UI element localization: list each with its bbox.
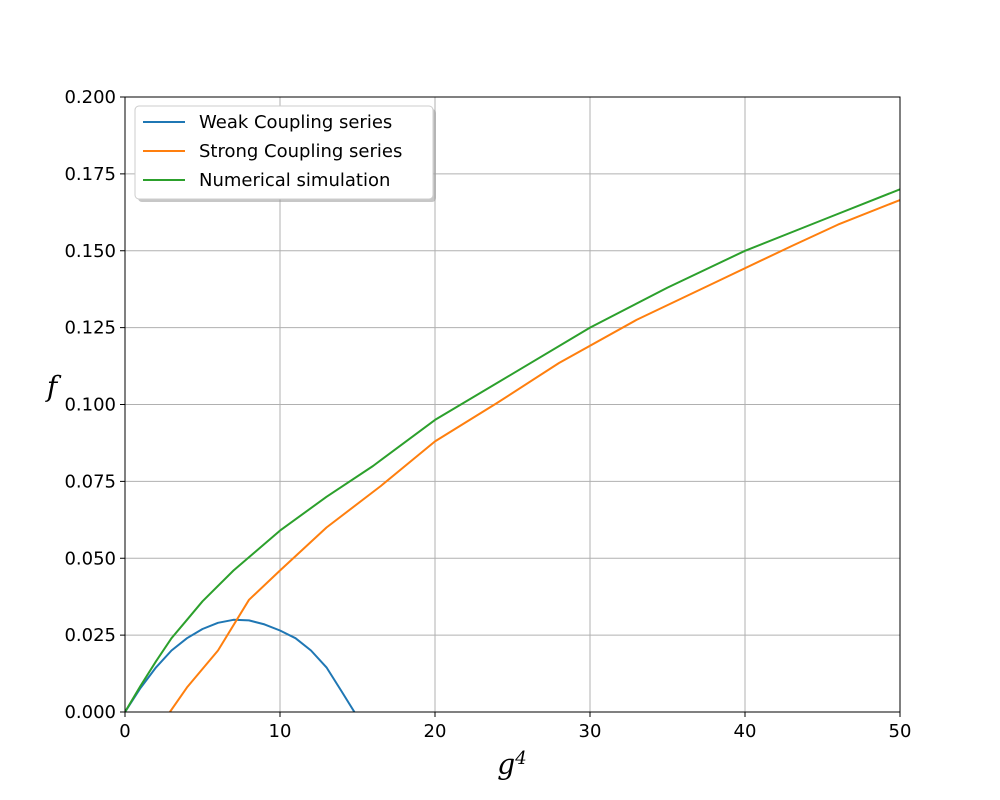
y-axis-ticks: 0.000 0.025 0.050 0.075 0.100 0.125 0.150 0.175… (64, 87, 125, 723)
plot-series (125, 188, 900, 712)
x-tick-label: 50 (889, 721, 912, 742)
y-tick-label: 0.050 (64, 548, 116, 569)
x-tick-label: 0 (119, 721, 130, 742)
legend-label-weak-coupling-series: Weak Coupling series (199, 112, 392, 133)
y-tick-label: 0.150 (64, 241, 116, 262)
legend-items: Weak Coupling series Strong Coupling seri… (143, 112, 402, 191)
x-axis-label: g4 (497, 748, 526, 782)
x-tick-label: 30 (579, 721, 602, 742)
x-axis-ticks: 0 10 20 30 40 50 (119, 712, 911, 742)
y-tick-label: 0.000 (64, 702, 116, 723)
x-tick-label: 40 (734, 721, 757, 742)
x-axis-label-superscript: 4 (514, 748, 526, 769)
legend-label-numerical-simulation: Numerical simulation (199, 170, 390, 191)
x-tick-label: 10 (269, 721, 292, 742)
legend: Weak Coupling series Strong Coupling seri… (134, 105, 436, 202)
y-tick-label: 0.175 (64, 164, 116, 185)
x-axis-label-base: g (497, 748, 515, 781)
series-line-weak-coupling-series (125, 618, 356, 712)
series-line-numerical-simulation (125, 188, 900, 712)
legend-label-strong-coupling-series: Strong Coupling series (199, 141, 402, 162)
x-tick-label: 20 (424, 721, 447, 742)
legend-box (134, 105, 434, 200)
y-tick-label: 0.025 (64, 625, 116, 646)
series-line-strong-coupling-series (169, 199, 900, 712)
y-tick-label: 0.075 (64, 471, 116, 492)
y-tick-label: 0.125 (64, 318, 116, 339)
y-tick-label: 0.100 (64, 395, 116, 416)
y-tick-label: 0.200 (64, 87, 116, 108)
